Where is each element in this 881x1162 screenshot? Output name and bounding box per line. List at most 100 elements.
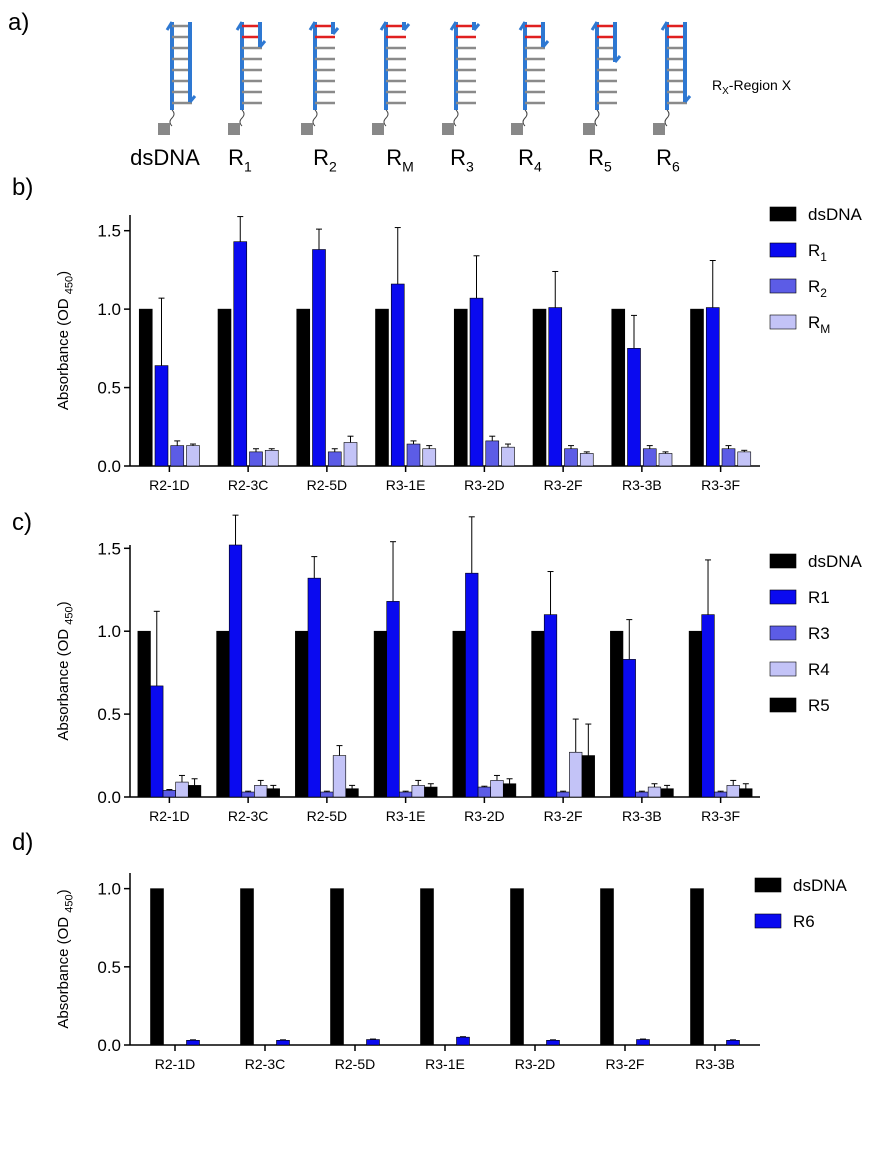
bar [312,249,326,467]
legend-label-text: R5 [808,696,830,715]
legend-swatch [769,661,797,677]
y-tick-label: 1.0 [97,300,121,319]
bar [642,448,657,467]
legend-swatch [769,589,797,605]
x-tick-label: R3-2D [464,477,504,493]
x-tick-label: R3-2F [544,477,583,493]
construct-label: R1 [228,145,252,175]
panel-label: b) [12,174,33,201]
dna-glyph [583,21,622,135]
legend-label: R2 [808,277,827,300]
bar [240,888,254,1046]
bar [375,308,389,467]
construct-label-sub: 4 [534,159,542,175]
legend-swatch [769,553,797,569]
legend-label: dsDNA [808,205,863,224]
x-tick-label: R3-2F [544,808,583,824]
legend-swatch [769,625,797,641]
bar [406,443,421,467]
legend-label: R1 [808,588,830,607]
legend-label-sub: 2 [820,286,827,300]
dna-glyph [511,21,550,135]
legend-label: dsDNA [808,552,863,571]
construct-label: R4 [518,145,542,175]
legend-swatch [769,314,797,330]
y-axis-label-sub: 450 [64,606,76,624]
region-key-sub: X [722,86,729,97]
y-axis-label-end: ) [55,271,72,276]
linker [522,109,528,127]
y-axis-label: Absorbance (OD 450) [55,889,76,1028]
legend-label-text: dsDNA [808,552,863,571]
x-tick-label: R3-2D [464,808,504,824]
bar [636,1039,650,1046]
bar [610,630,624,798]
y-tick-label: 0.5 [97,958,121,977]
bar [453,308,468,467]
region-key-end: -Region X [729,77,792,93]
linker [312,109,318,127]
x-tick-label: R3-3B [695,1056,735,1072]
legend-label: R5 [808,696,830,715]
x-tick-label: R2-5D [307,808,347,824]
panel-label: d) [12,829,33,856]
y-axis-label: Absorbance (OD 450) [55,601,76,740]
legend-swatch [769,242,797,258]
strand-2-tip [188,95,197,103]
y-tick-label: 0.5 [97,705,121,724]
legend-label: R3 [808,624,830,643]
bar [726,785,740,798]
bar [266,788,280,798]
bar [611,308,626,467]
legend-swatch [769,278,797,294]
x-tick-label: R3-1E [425,1056,465,1072]
construct-label-sub: 1 [244,159,252,175]
y-tick-label: 1.0 [97,880,121,899]
y-tick-label: 1.0 [97,622,121,641]
strand-2-tip [402,23,411,31]
strand-2-tip [258,40,267,48]
x-tick-label: R2-3C [228,477,268,493]
bar [170,445,185,467]
bar [330,888,344,1046]
x-tick-label: R3-2D [515,1056,555,1072]
bar [627,348,641,467]
bar [658,453,673,467]
x-tick-label: R3-3F [701,477,740,493]
legend-label-text: R [808,277,820,296]
bar [295,630,309,798]
linker [239,109,245,127]
x-tick-label: R2-3C [245,1056,285,1072]
legend-label-text: R3 [808,624,830,643]
bead [228,123,240,135]
legend-label-text: R [808,241,820,260]
bar [688,630,703,798]
bar [390,283,405,467]
x-tick-label: R2-1D [155,1056,195,1072]
bar [469,297,484,467]
strand-tip [449,21,458,31]
legend-label-text: R1 [808,588,830,607]
x-tick-label: R2-1D [149,808,189,824]
bar [150,685,164,798]
linker [383,109,389,127]
y-axis-label-sub: 450 [64,894,76,912]
y-axis-label-end: ) [55,889,72,894]
bar [137,630,151,798]
bar [502,783,517,798]
region-key: RX-Region X [712,77,792,97]
legend-label-text: dsDNA [793,876,848,895]
dna-glyph [653,21,692,135]
x-tick-label: R2-3C [228,808,268,824]
legend-swatch [769,697,797,713]
legend-label: R4 [808,660,830,679]
y-axis-label-text: Absorbance (OD [55,913,72,1029]
bar [635,791,649,798]
bar [622,659,636,798]
bar [737,451,752,467]
strand-tip [518,21,527,31]
bar [186,1040,200,1046]
legend-swatch [754,877,782,893]
legend-label-sub: 1 [820,250,827,264]
bar [579,453,594,467]
